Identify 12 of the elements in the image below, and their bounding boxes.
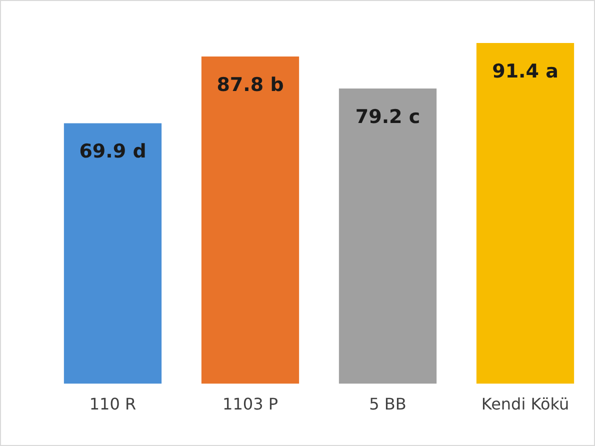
bar bbox=[201, 56, 300, 384]
x-tick-label: 1103 P bbox=[222, 394, 278, 414]
bar bbox=[338, 88, 437, 384]
x-tick-label: 110 R bbox=[89, 394, 136, 414]
data-label: 87.8 b bbox=[216, 74, 284, 96]
bar bbox=[64, 123, 162, 384]
bar bbox=[476, 43, 574, 384]
x-tick-label: 5 BB bbox=[369, 394, 406, 414]
x-tick-label: Kendi Kökü bbox=[481, 394, 570, 414]
data-label: 79.2 c bbox=[355, 106, 420, 128]
data-label: 69.9 d bbox=[79, 140, 146, 163]
data-label: 91.4 a bbox=[492, 60, 558, 82]
